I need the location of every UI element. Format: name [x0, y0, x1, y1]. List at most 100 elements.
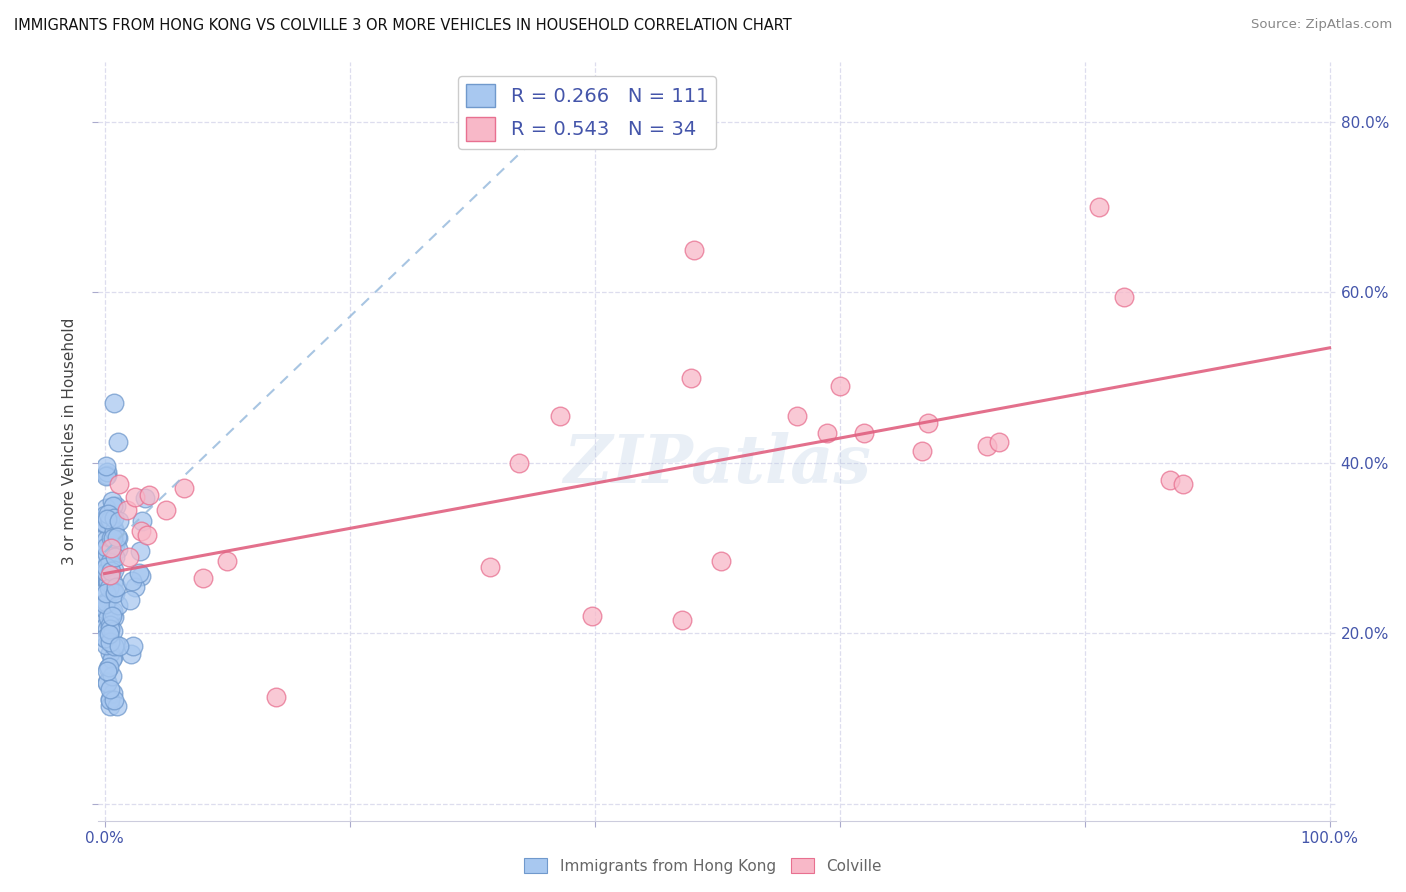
- Point: [103, 522, 125, 536]
- Point: [104, 580, 127, 594]
- Point: [96, 675, 118, 690]
- Point: [96, 568, 118, 582]
- Point: [103, 531, 125, 545]
- Point: [96, 541, 118, 555]
- Legend: Immigrants from Hong Kong, Colville: Immigrants from Hong Kong, Colville: [519, 852, 887, 880]
- Point: [104, 538, 127, 552]
- Point: [94, 501, 117, 516]
- Point: [173, 482, 195, 496]
- Point: [115, 502, 138, 516]
- Point: [94, 631, 117, 645]
- Point: [581, 609, 603, 624]
- Point: [122, 639, 145, 653]
- Point: [118, 549, 141, 564]
- Point: [97, 610, 120, 624]
- Point: [101, 624, 124, 638]
- Point: [100, 513, 122, 527]
- Point: [101, 541, 124, 556]
- Point: [96, 512, 118, 526]
- Point: [100, 668, 122, 682]
- Point: [98, 626, 121, 640]
- Point: [103, 510, 125, 524]
- Point: [96, 676, 118, 690]
- Point: [911, 444, 934, 458]
- Point: [134, 491, 156, 506]
- Point: [94, 620, 117, 634]
- Point: [94, 632, 117, 647]
- Point: [107, 598, 129, 612]
- Point: [264, 690, 287, 705]
- Point: [97, 574, 120, 589]
- Point: [100, 646, 122, 660]
- Point: [121, 574, 143, 589]
- Point: [104, 638, 127, 652]
- Y-axis label: 3 or more Vehicles in Household: 3 or more Vehicles in Household: [62, 318, 77, 566]
- Point: [94, 528, 117, 542]
- Point: [103, 639, 125, 653]
- Point: [103, 563, 125, 577]
- Point: [679, 371, 702, 385]
- Point: [103, 583, 125, 598]
- Point: [508, 456, 530, 470]
- Point: [96, 596, 118, 610]
- Point: [101, 686, 124, 700]
- Point: [98, 623, 121, 637]
- Point: [976, 439, 998, 453]
- Point: [917, 416, 939, 430]
- Text: Source: ZipAtlas.com: Source: ZipAtlas.com: [1251, 18, 1392, 31]
- Point: [103, 604, 125, 618]
- Point: [853, 425, 876, 440]
- Point: [98, 563, 121, 577]
- Point: [94, 638, 117, 652]
- Point: [98, 681, 121, 696]
- Point: [98, 659, 121, 673]
- Point: [96, 575, 118, 590]
- Point: [100, 565, 122, 579]
- Point: [94, 560, 117, 574]
- Point: [682, 243, 704, 257]
- Point: [129, 524, 152, 538]
- Point: [101, 575, 124, 590]
- Point: [548, 409, 571, 423]
- Point: [215, 554, 238, 568]
- Point: [128, 566, 150, 581]
- Point: [124, 580, 146, 594]
- Point: [191, 571, 214, 585]
- Point: [120, 648, 142, 662]
- Point: [96, 547, 118, 561]
- Point: [103, 396, 125, 410]
- Point: [98, 693, 121, 707]
- Point: [129, 568, 152, 582]
- Point: [96, 566, 118, 580]
- Point: [124, 490, 146, 504]
- Point: [98, 691, 121, 706]
- Point: [98, 556, 121, 570]
- Point: [93, 608, 115, 623]
- Point: [94, 517, 117, 532]
- Point: [136, 528, 159, 542]
- Point: [100, 541, 122, 555]
- Point: [96, 623, 118, 637]
- Point: [815, 425, 838, 440]
- Point: [101, 609, 124, 624]
- Point: [96, 467, 118, 482]
- Point: [96, 559, 118, 574]
- Point: [107, 434, 129, 449]
- Point: [101, 494, 124, 508]
- Point: [100, 532, 122, 546]
- Point: [96, 595, 118, 609]
- Point: [108, 477, 131, 491]
- Point: [97, 557, 120, 571]
- Point: [100, 618, 122, 632]
- Point: [108, 639, 131, 653]
- Point: [98, 513, 121, 527]
- Point: [96, 466, 118, 480]
- Point: [103, 692, 125, 706]
- Point: [105, 530, 128, 544]
- Point: [94, 586, 117, 600]
- Point: [93, 543, 115, 558]
- Point: [1159, 473, 1181, 487]
- Point: [94, 583, 117, 598]
- Point: [100, 606, 122, 620]
- Point: [710, 554, 733, 568]
